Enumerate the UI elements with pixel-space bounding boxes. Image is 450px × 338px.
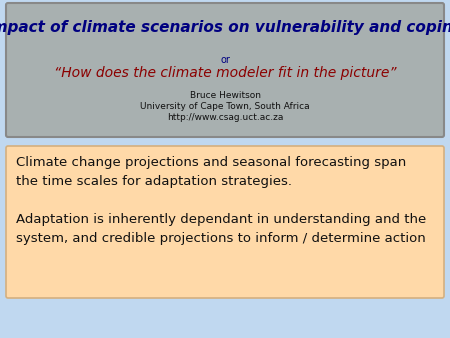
Text: or: or bbox=[220, 55, 230, 65]
Text: http://www.csag.uct.ac.za: http://www.csag.uct.ac.za bbox=[167, 113, 283, 122]
FancyBboxPatch shape bbox=[6, 146, 444, 298]
Text: University of Cape Town, South Africa: University of Cape Town, South Africa bbox=[140, 102, 310, 111]
FancyBboxPatch shape bbox=[6, 3, 444, 137]
Text: Climate change projections and seasonal forecasting span
the time scales for ada: Climate change projections and seasonal … bbox=[16, 156, 426, 245]
Text: “How does the climate modeler fit in the picture”: “How does the climate modeler fit in the… bbox=[54, 66, 396, 80]
Text: Bruce Hewitson: Bruce Hewitson bbox=[189, 91, 261, 100]
Text: Impact of climate scenarios on vulnerability and coping: Impact of climate scenarios on vulnerabi… bbox=[0, 20, 450, 35]
